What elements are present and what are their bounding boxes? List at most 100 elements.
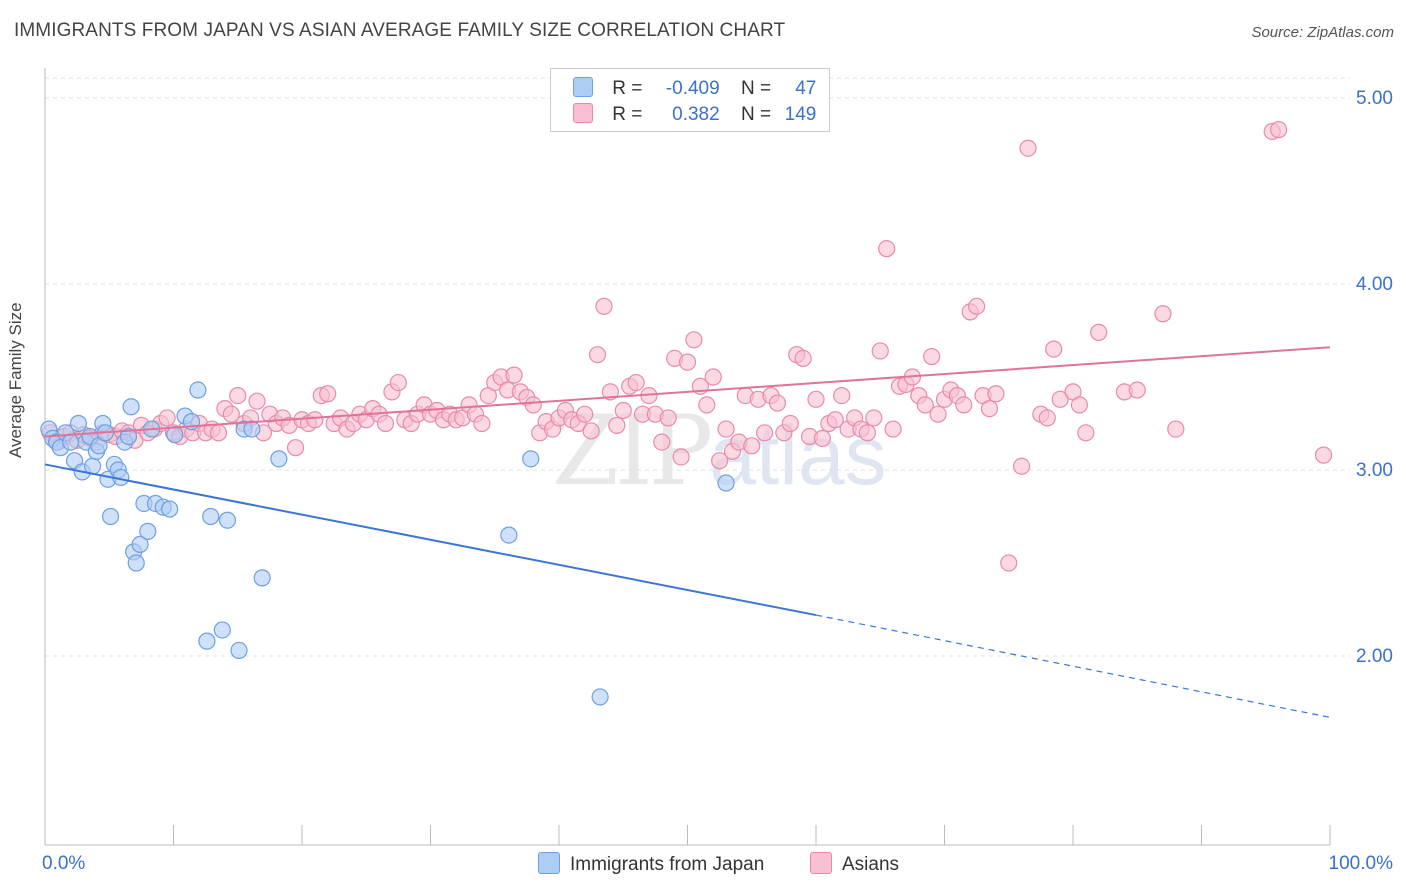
asians-point bbox=[768, 394, 787, 412]
asians-point bbox=[286, 439, 305, 457]
chart-title: IMMIGRANTS FROM JAPAN VS ASIAN AVERAGE F… bbox=[14, 20, 786, 41]
japan-point bbox=[202, 507, 220, 526]
asians-point bbox=[473, 414, 491, 433]
asians-point bbox=[389, 373, 407, 392]
asians-point bbox=[704, 368, 722, 386]
legend-label-japan: Immigrants from Japan bbox=[570, 854, 765, 875]
legend-swatch-asians bbox=[810, 852, 832, 874]
asians-point bbox=[248, 392, 266, 410]
japan-point bbox=[139, 522, 157, 540]
legend-r-label: R = bbox=[612, 78, 643, 99]
asians-point bbox=[524, 396, 542, 414]
japan-point bbox=[69, 414, 88, 433]
x-tick-label-min: 0.0% bbox=[42, 853, 85, 874]
legend-n-value-japan: 47 bbox=[795, 78, 817, 99]
asians-point bbox=[1167, 420, 1185, 438]
y-tick-label: 5.00 bbox=[1356, 88, 1393, 109]
japan-point bbox=[62, 433, 80, 451]
asians-points bbox=[41, 121, 1333, 572]
japan-point bbox=[122, 398, 140, 416]
japan-point bbox=[500, 526, 518, 544]
asians-point bbox=[222, 405, 240, 423]
japan-points bbox=[40, 381, 735, 706]
legend-swatch-japan bbox=[538, 852, 560, 874]
legend-item-asians: Asians bbox=[810, 852, 899, 876]
asians-point bbox=[653, 433, 671, 451]
japan-point bbox=[253, 569, 271, 587]
japan-point bbox=[131, 535, 149, 554]
japan-point bbox=[230, 641, 248, 660]
source-credit: Source: ZipAtlas.com bbox=[1251, 24, 1394, 41]
asians-point bbox=[794, 349, 812, 367]
x-tick-label-max: 100.0% bbox=[1329, 853, 1394, 874]
legend-swatch-asians bbox=[573, 103, 593, 123]
asians-point bbox=[1038, 409, 1056, 427]
asians-point bbox=[813, 429, 832, 447]
japan-point bbox=[591, 688, 609, 706]
asians-point bbox=[781, 414, 799, 433]
japan-point bbox=[127, 554, 145, 572]
trend-lines bbox=[44, 346, 1331, 718]
asians-point bbox=[1128, 381, 1146, 399]
japan-point bbox=[213, 621, 231, 639]
asians-trend-line bbox=[44, 346, 1331, 438]
asians-point bbox=[306, 411, 324, 429]
japan-point bbox=[189, 381, 207, 399]
asians-point bbox=[614, 401, 632, 420]
y-tick-label: 2.00 bbox=[1356, 646, 1393, 667]
x-tick-labels: 0.0% 100.0% bbox=[42, 853, 1393, 874]
asians-point bbox=[1314, 446, 1333, 464]
asians-point bbox=[576, 405, 594, 423]
legend-n-label: N = bbox=[740, 104, 772, 125]
asians-point bbox=[878, 240, 896, 258]
japan-trend-line bbox=[44, 463, 817, 617]
asians-point bbox=[1012, 457, 1031, 475]
asians-point bbox=[505, 366, 523, 384]
asians-point bbox=[755, 424, 774, 442]
asians-point bbox=[601, 383, 620, 401]
asians-point bbox=[916, 396, 934, 414]
asians-point bbox=[698, 396, 716, 414]
asians-point bbox=[807, 390, 825, 408]
asians-point bbox=[1045, 340, 1063, 358]
asians-point bbox=[1154, 305, 1172, 323]
legend-label-asians: Asians bbox=[842, 854, 900, 875]
asians-point bbox=[672, 448, 690, 466]
japan-point bbox=[717, 474, 735, 492]
asians-point bbox=[968, 297, 986, 315]
asians-point bbox=[595, 297, 613, 315]
asians-point bbox=[158, 409, 176, 427]
y-tick-labels: 2.00 3.00 4.00 5.00 bbox=[1356, 88, 1393, 667]
asians-point bbox=[627, 373, 645, 392]
asians-point bbox=[717, 420, 735, 438]
legend-row-japan: R = -0.409 N = 47 bbox=[573, 77, 816, 101]
asians-point bbox=[1019, 139, 1037, 157]
japan-point bbox=[198, 632, 216, 650]
asians-point bbox=[588, 346, 607, 364]
y-tick-label: 4.00 bbox=[1356, 274, 1393, 295]
asians-point bbox=[929, 405, 947, 423]
legend-swatch-japan bbox=[573, 77, 593, 97]
asians-point bbox=[871, 342, 889, 360]
correlation-legend: R = -0.409 N = 47 R = 0.382 N = 149 bbox=[550, 68, 830, 132]
asians-point bbox=[987, 385, 1005, 403]
legend-r-label: R = bbox=[612, 104, 643, 125]
legend-r-value-japan: -0.409 bbox=[665, 78, 720, 99]
japan-point bbox=[270, 450, 288, 468]
asians-point bbox=[229, 387, 247, 405]
asians-point bbox=[685, 331, 703, 349]
japan-point bbox=[119, 427, 138, 446]
legend-r-value-asians: 0.382 bbox=[672, 104, 720, 125]
asians-point bbox=[1077, 424, 1095, 442]
legend-n-label: N = bbox=[740, 78, 772, 99]
asians-point bbox=[711, 452, 729, 470]
y-axis-label: Average Family Size bbox=[6, 302, 25, 458]
gridlines bbox=[45, 77, 1350, 657]
japan-point bbox=[522, 450, 540, 468]
asians-point bbox=[1000, 554, 1018, 572]
asians-point bbox=[319, 385, 337, 403]
y-tick-label: 3.00 bbox=[1356, 460, 1393, 481]
asians-point bbox=[826, 411, 844, 429]
asians-point bbox=[1051, 390, 1069, 408]
asians-point bbox=[980, 400, 999, 418]
